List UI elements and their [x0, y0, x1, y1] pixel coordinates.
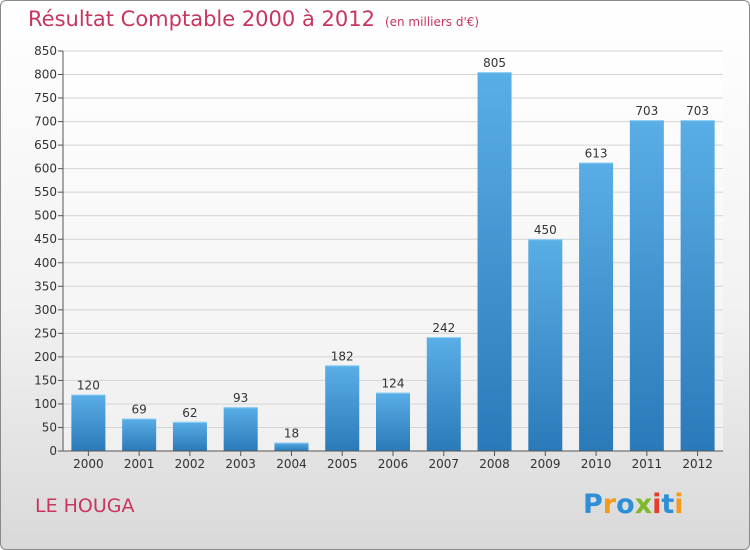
x-tick-label: 2009 [530, 457, 561, 471]
bar-2009 [528, 239, 563, 451]
bar-2008 [477, 72, 512, 452]
bar-2011 [629, 120, 664, 452]
bar-2005 [325, 365, 360, 451]
y-tick-label: 200 [34, 350, 57, 364]
logo-letter: i [652, 489, 662, 520]
bar-value-label: 613 [585, 147, 608, 161]
x-tick-label: 2001 [124, 457, 155, 471]
commune-name: LE HOUGA [35, 495, 135, 517]
chart-title-unit: (en milliers d'€) [384, 15, 480, 29]
x-tick-label: 2007 [428, 457, 459, 471]
proxiti-logo: Proxiti [583, 489, 684, 520]
bar-value-label: 242 [432, 321, 455, 335]
y-tick-label: 850 [34, 44, 57, 58]
y-tick-label: 100 [34, 397, 57, 411]
x-tick-label: 2005 [327, 457, 358, 471]
logo-letter: t [661, 489, 675, 520]
x-tick-label: 2006 [378, 457, 409, 471]
bar-value-label: 450 [534, 223, 557, 237]
x-tick-label: 2004 [276, 457, 307, 471]
bar-2001 [122, 418, 157, 451]
x-tick-label: 2012 [682, 457, 713, 471]
bar-value-label: 120 [77, 379, 100, 393]
bar-value-label: 18 [284, 427, 299, 441]
logo-letter: o [616, 489, 635, 520]
y-tick-label: 800 [34, 68, 57, 82]
y-tick-label: 150 [34, 373, 57, 387]
bar-2006 [376, 392, 410, 451]
bar-2010 [579, 162, 614, 451]
bar-2012 [680, 120, 715, 452]
bar-value-label: 69 [132, 403, 147, 417]
y-tick-label: 0 [49, 444, 57, 458]
bar-value-label: 124 [382, 377, 405, 391]
logo-letter: x [634, 489, 653, 520]
bar-value-label: 805 [483, 56, 506, 70]
bar-value-label: 703 [686, 104, 709, 118]
logo-letter: P [583, 489, 603, 520]
y-tick-label: 300 [34, 303, 57, 317]
y-tick-label: 400 [34, 256, 57, 270]
x-tick-label: 2002 [175, 457, 206, 471]
y-tick-label: 750 [34, 91, 57, 105]
y-tick-label: 250 [34, 326, 57, 340]
logo-letter: r [602, 489, 617, 520]
y-tick-label: 500 [34, 209, 57, 223]
x-tick-label: 2000 [73, 457, 104, 471]
x-tick-label: 2008 [479, 457, 510, 471]
chart-title-main: Résultat Comptable 2000 à 2012 [28, 7, 375, 31]
y-tick-label: 600 [34, 162, 57, 176]
y-tick-label: 650 [34, 138, 57, 152]
x-tick-label: 2011 [632, 457, 663, 471]
bar-2003 [223, 407, 258, 451]
y-tick-label: 450 [34, 232, 57, 246]
bar-value-label: 62 [182, 406, 197, 420]
y-tick-label: 700 [34, 115, 57, 129]
plot-background [63, 51, 723, 451]
y-tick-label: 350 [34, 279, 57, 293]
bar-2004 [274, 442, 309, 451]
y-tick-label: 50 [42, 420, 57, 434]
bar-2007 [426, 337, 461, 451]
bar-value-label: 182 [331, 349, 354, 363]
x-tick-label: 2010 [581, 457, 612, 471]
chart-title: Résultat Comptable 2000 à 2012 (en millie… [28, 7, 479, 31]
bar-2000 [71, 394, 106, 451]
bar-2002 [172, 421, 207, 451]
bar-value-label: 93 [233, 391, 248, 405]
x-tick-label: 2003 [225, 457, 256, 471]
bar-value-label: 703 [635, 104, 658, 118]
logo-letter: i [674, 489, 684, 520]
y-tick-label: 550 [34, 185, 57, 199]
